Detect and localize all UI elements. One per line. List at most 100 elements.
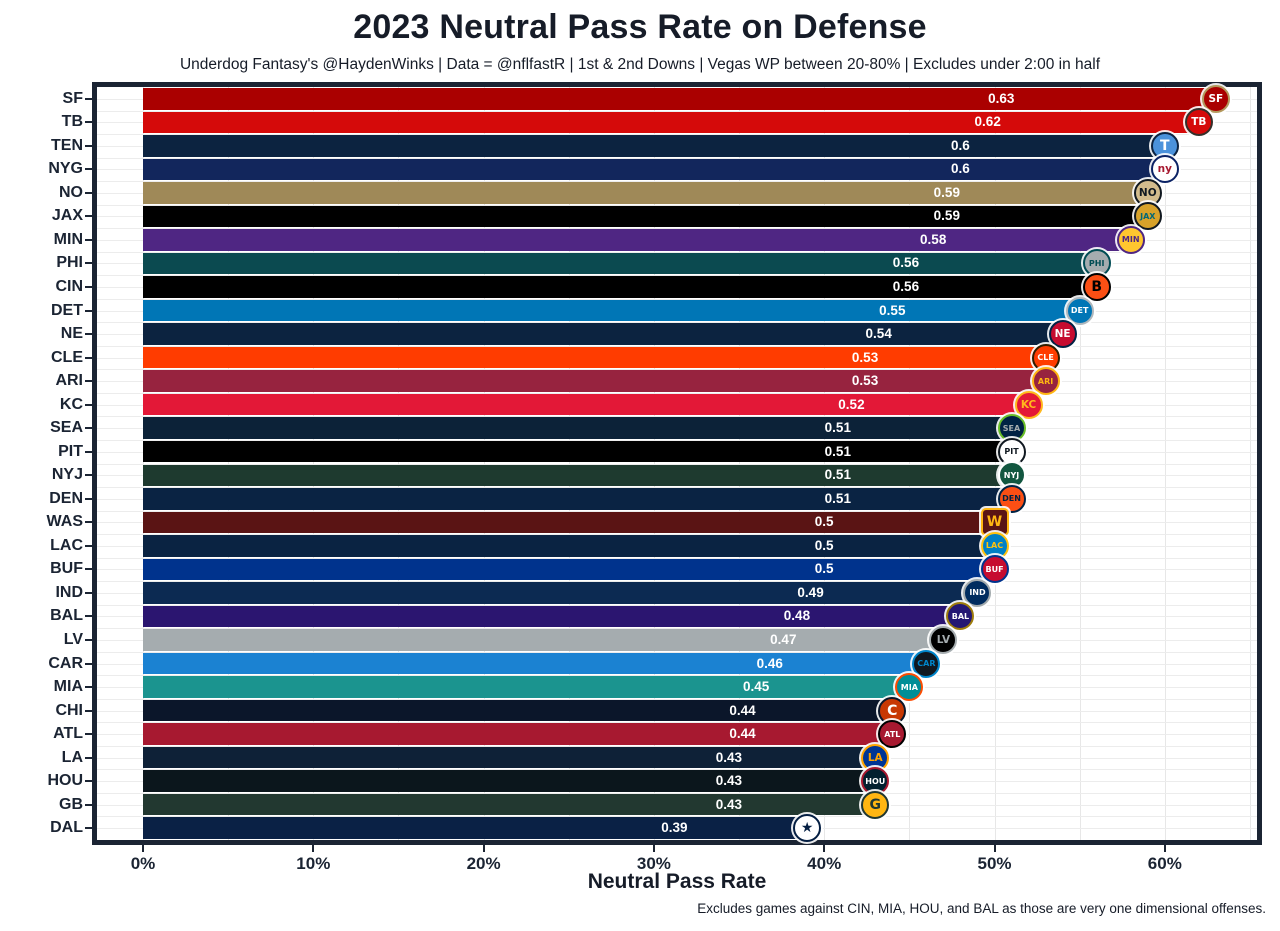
bar-LAC <box>143 535 995 557</box>
x-axis-tick <box>482 845 485 852</box>
team-logo-icon-BAL: BAL <box>946 602 975 631</box>
bar-LA <box>143 746 876 769</box>
gridline-horizontal <box>97 510 1257 512</box>
gridline-horizontal <box>97 651 1257 653</box>
bar-value-label: 0.58 <box>920 231 947 247</box>
team-label: IND <box>55 583 83 601</box>
gridline-horizontal <box>97 557 1257 559</box>
bar-value-label: 0.44 <box>729 726 756 742</box>
bar-NO <box>143 182 1148 204</box>
bar-HOU <box>143 770 876 792</box>
team-logo-icon-ARI: ARI <box>1031 367 1060 396</box>
team-logo-icon-MIA: MIA <box>895 673 924 702</box>
bar-LV <box>143 629 944 651</box>
x-axis-tick <box>993 845 996 852</box>
bar-CIN <box>143 276 1097 298</box>
gridline-horizontal <box>97 534 1257 536</box>
gridline-horizontal <box>97 439 1257 441</box>
team-label: ATL <box>53 725 83 743</box>
team-label: LA <box>61 748 83 766</box>
bar-value-label: 0.47 <box>770 631 797 647</box>
bar-MIA <box>143 676 910 698</box>
team-label: NYJ <box>51 466 83 484</box>
team-logo-icon-ATL: ATL <box>878 720 907 749</box>
x-axis-tick <box>142 845 144 852</box>
team-label: PIT <box>58 442 83 460</box>
team-logo-icon-TB: TB <box>1184 108 1213 137</box>
y-axis-tick <box>85 403 92 406</box>
y-axis-tick <box>85 380 92 383</box>
y-axis-tick <box>85 521 92 524</box>
gridline-horizontal <box>97 745 1257 747</box>
gridline-horizontal <box>97 698 1257 700</box>
gridline-horizontal <box>97 228 1257 230</box>
bar-NE <box>143 323 1063 345</box>
y-axis-tick <box>85 591 92 594</box>
bar-value-label: 0.49 <box>797 584 824 600</box>
x-axis-title: Neutral Pass Rate <box>587 870 767 893</box>
gridline-horizontal <box>97 298 1257 300</box>
bar-value-label: 0.63 <box>988 90 1015 106</box>
team-label: CAR <box>48 654 83 672</box>
gridline-horizontal <box>97 275 1257 277</box>
bar-TB <box>143 111 1199 134</box>
gridline-horizontal <box>97 416 1257 418</box>
y-axis-tick <box>85 168 92 171</box>
gridline-horizontal <box>97 487 1257 489</box>
x-axis-tick <box>312 845 315 852</box>
bar-value-label: 0.43 <box>715 773 742 789</box>
bar-MIN <box>143 229 1131 251</box>
y-axis-tick <box>85 97 92 100</box>
bar-value-label: 0.51 <box>824 420 851 436</box>
team-label: DET <box>51 301 83 319</box>
team-label: MIA <box>53 678 83 696</box>
bar-value-label: 0.39 <box>661 820 688 836</box>
team-logo-icon-LV: LV <box>929 625 958 654</box>
gridline-horizontal <box>97 157 1257 159</box>
team-label: MIN <box>53 230 83 248</box>
team-logo-icon-SF: SF <box>1201 84 1230 113</box>
x-axis-tick-label: 50% <box>977 854 1012 873</box>
bar-value-label: 0.5 <box>814 561 834 577</box>
team-label: SEA <box>50 419 83 437</box>
y-axis-tick <box>85 733 92 736</box>
team-logo-icon-CAR: CAR <box>912 649 941 678</box>
gridline-horizontal <box>97 181 1257 183</box>
y-axis-tick <box>85 262 92 265</box>
bar-DET <box>143 299 1080 322</box>
bar-value-label: 0.43 <box>715 796 742 812</box>
y-axis-tick <box>85 662 92 665</box>
x-axis-tick <box>823 845 826 852</box>
gridline-horizontal <box>97 322 1257 324</box>
team-logo-icon-NYJ: NYJ <box>997 461 1026 490</box>
team-label: KC <box>59 395 83 413</box>
gridline-horizontal <box>97 604 1257 606</box>
y-axis-tick <box>85 709 92 712</box>
y-axis-tick <box>85 686 92 689</box>
team-label: CLE <box>51 348 83 366</box>
y-axis-tick <box>85 780 92 783</box>
plot-area <box>97 87 1257 840</box>
bar-value-label: 0.53 <box>851 373 879 389</box>
y-axis-tick <box>85 191 92 194</box>
bar-BAL <box>143 605 961 628</box>
bar-DAL <box>143 817 808 839</box>
bar-ATL <box>143 723 893 745</box>
x-axis-tick-label: 0% <box>130 854 156 873</box>
y-axis-tick <box>85 827 92 830</box>
bar-TEN <box>143 135 1165 157</box>
bar-value-label: 0.59 <box>933 184 960 200</box>
bar-WAS <box>143 511 995 534</box>
bar-value-label: 0.62 <box>974 114 1001 130</box>
bar-value-label: 0.53 <box>851 349 879 365</box>
bar-value-label: 0.51 <box>824 443 851 459</box>
team-label: HOU <box>47 772 83 790</box>
chart-title: 2023 Neutral Pass Rate on Defense <box>353 8 927 46</box>
gridline-horizontal <box>97 345 1257 347</box>
y-axis-tick <box>85 333 92 336</box>
team-logo-icon-NE: NE <box>1048 320 1077 349</box>
gridline-horizontal <box>97 581 1257 583</box>
bar-value-label: 0.5 <box>814 537 834 553</box>
gridline-horizontal <box>97 369 1257 371</box>
